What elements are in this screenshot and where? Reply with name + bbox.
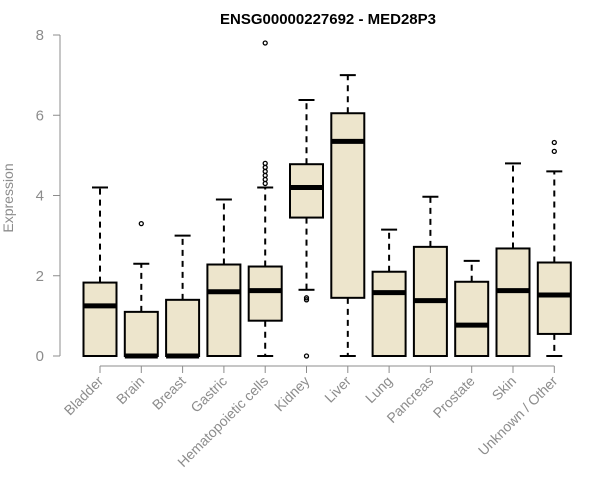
x-tick-label: Breast: [149, 373, 189, 413]
iqr-box: [495, 247, 531, 357]
outlier-point: [262, 160, 268, 167]
iqr-box: [82, 281, 118, 358]
iqr-box: [454, 280, 490, 357]
iqr-box: [330, 112, 366, 299]
box-group: [371, 228, 407, 357]
box-group: [495, 162, 531, 357]
box-group: [165, 234, 201, 359]
boxes-group: [82, 40, 572, 359]
outlier-point: [303, 295, 310, 301]
iqr-box: [536, 261, 572, 335]
y-tick-label: 0: [36, 348, 44, 365]
outlier-point: [138, 220, 144, 227]
x-tick-label: Bladder: [61, 373, 107, 419]
box-group: [454, 259, 490, 357]
outlier-point: [303, 297, 310, 303]
x-tick-label: Liver: [321, 373, 354, 406]
box-group: [206, 198, 242, 358]
box-group: [247, 40, 283, 357]
outlier-point: [551, 148, 557, 155]
iqr-box: [123, 310, 159, 357]
y-tick-label: 6: [36, 107, 44, 124]
x-tick-label: Skin: [489, 373, 520, 404]
iqr-box: [206, 263, 242, 358]
y-tick-label: 8: [36, 27, 44, 44]
iqr-box: [371, 270, 407, 357]
chart-title: ENSG00000227692 - MED28P3: [220, 11, 436, 28]
iqr-box: [247, 265, 283, 322]
box-group: [412, 195, 448, 357]
y-axis: 0 2 4 6 8: [36, 27, 61, 365]
x-tick-label: Prostate: [430, 373, 478, 421]
box-group: [536, 139, 572, 357]
outlier-point: [262, 40, 268, 46]
box-group: [330, 74, 366, 357]
x-tick-label: Kidney: [271, 373, 313, 415]
y-axis-label: Expression: [0, 163, 16, 232]
box-group: [123, 220, 159, 359]
box-group: [82, 186, 118, 358]
x-tick-label: Brain: [113, 373, 147, 407]
outlier-point: [551, 139, 557, 146]
outlier-point: [303, 353, 310, 359]
y-tick-label: 2: [36, 268, 44, 285]
y-tick-label: 4: [36, 188, 44, 205]
iqr-box: [289, 163, 324, 219]
x-tick-label: Lung: [362, 373, 395, 406]
box-group: [289, 99, 324, 359]
iqr-box: [165, 298, 201, 358]
